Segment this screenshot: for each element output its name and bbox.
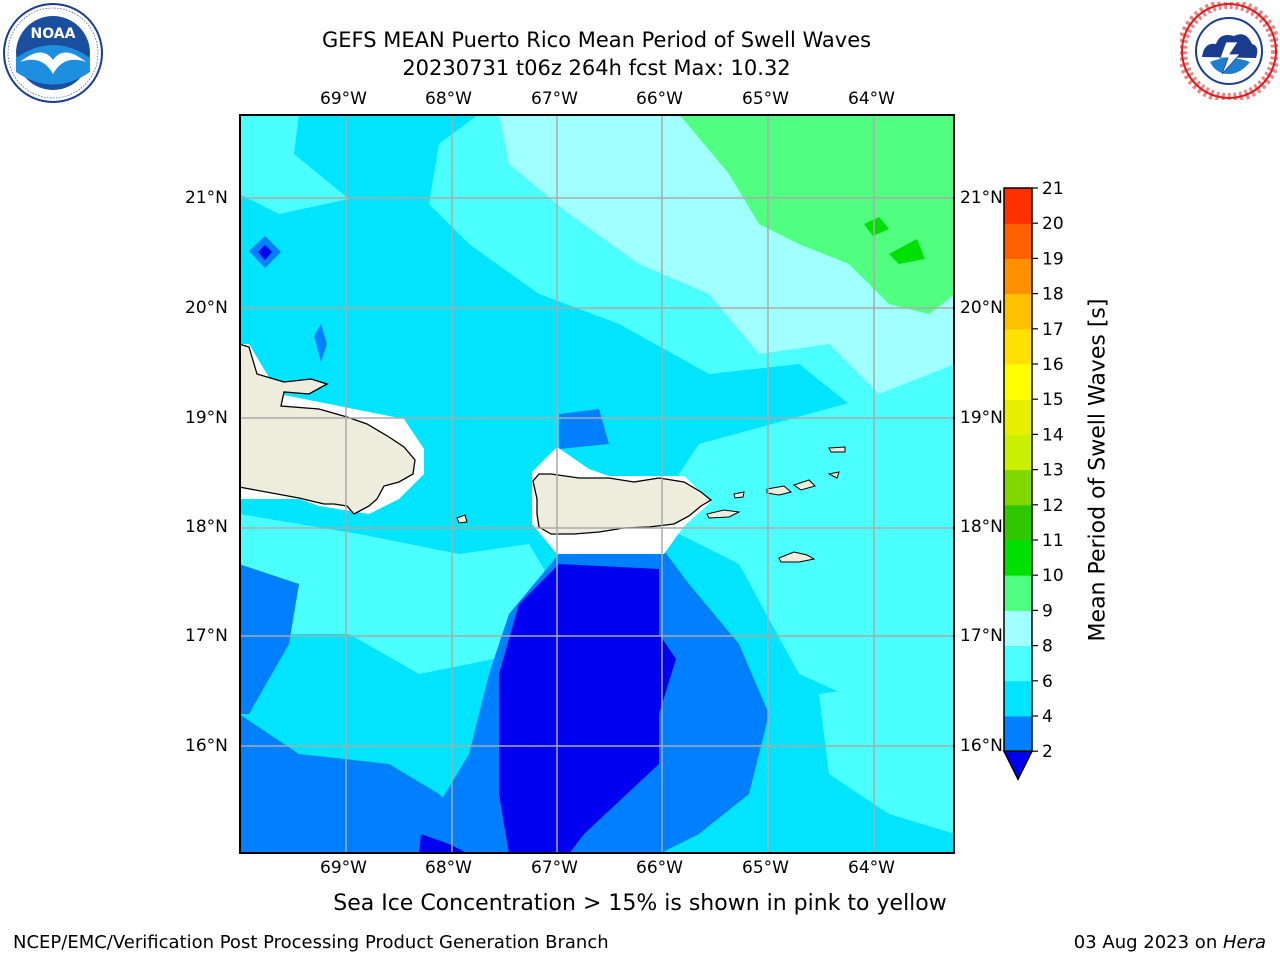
colorbar-segment-2-4 (1004, 716, 1032, 752)
colorbar-tick-label-9: 9 (1042, 601, 1053, 621)
colorbar-extend-min (1002, 750, 1034, 781)
swell-zone-under-2-nw (258, 245, 272, 260)
colorbar-tick-label-20: 20 (1042, 214, 1064, 234)
colorbar-segment-11-12 (1004, 504, 1032, 541)
colorbar-segment-16-17 (1004, 328, 1032, 365)
lat-label-left-19n: 19°N (185, 408, 228, 428)
colorbar-segment-17-18 (1004, 293, 1032, 330)
colorbar-segment-20-21 (1004, 188, 1032, 224)
lon-label-top-67w: 67°W (531, 89, 578, 109)
colorbar-tick-label-17: 17 (1042, 320, 1064, 340)
swell-zone-6-8-e (679, 374, 955, 714)
lon-label-top-66w: 66°W (636, 89, 683, 109)
colorbar-tick-label-2: 2 (1042, 742, 1053, 762)
footer-date: 03 Aug 2023 on Hera (1074, 932, 1266, 953)
swell-zone-10-11-a (889, 239, 925, 264)
colorbar-tick-label-10: 10 (1042, 566, 1064, 586)
lat-label-right-19n: 19°N (960, 408, 1003, 428)
colorbar-tick-label-11: 11 (1042, 531, 1064, 551)
land-culebra (733, 491, 745, 499)
sea-ice-note: Sea Ice Concentration > 15% is shown in … (0, 891, 1280, 916)
land-st-thomas (766, 485, 793, 496)
swell-zone-6-8-sw (239, 514, 559, 674)
lon-label-bottom-67w: 67°W (531, 858, 578, 878)
lon-label-top-64w: 64°W (848, 89, 895, 109)
colorbar-segment-6-8 (1004, 645, 1032, 682)
lat-label-left-16n: 16°N (185, 736, 228, 756)
lat-label-left-18n: 18°N (185, 517, 228, 537)
colorbar-segment-4-6 (1004, 680, 1032, 717)
land-hispaniola (238, 343, 416, 515)
land-sombrero (828, 446, 846, 453)
nws-logo (1177, 0, 1280, 103)
colorbar-tick-label-19: 19 (1042, 249, 1064, 269)
land-st-croix (778, 551, 816, 563)
map-gridlines (239, 114, 955, 854)
lon-label-bottom-66w: 66°W (636, 858, 683, 878)
map-svg (238, 114, 955, 854)
lat-label-right-17n: 17°N (960, 626, 1003, 646)
swell-zone-under-2-c (419, 834, 469, 854)
colorbar-svg: 2 4 6 8 9 10 11 12 13 14 15 16 17 18 19 20 21 (1002, 179, 1064, 781)
swell-zone-2-4-mona (559, 409, 609, 449)
lat-label-left-21n: 21°N (185, 188, 228, 208)
colorbar-segment-12-13 (1004, 469, 1032, 506)
footer-credit: NCEP/EMC/Verification Post Processing Pr… (13, 932, 609, 953)
colorbar-segment-8-9 (1004, 610, 1032, 647)
map-panel (238, 114, 955, 854)
colorbar-label: Mean Period of Swell Waves [s] (1085, 298, 1111, 642)
land-tortola (792, 479, 816, 491)
colorbar-tick-label-15: 15 (1042, 390, 1064, 410)
swell-zone-2-4-north (314, 324, 327, 362)
noaa-logo-text: NOAA (31, 26, 76, 42)
swell-zone-6-8-se (819, 674, 955, 834)
lon-label-top-68w: 68°W (425, 89, 472, 109)
colorbar-segment-10-11 (1004, 540, 1032, 576)
land-anegada (827, 471, 840, 479)
colorbar-tick-label-13: 13 (1042, 461, 1064, 481)
lat-label-right-16n: 16°N (960, 736, 1003, 756)
lat-label-left-17n: 17°N (185, 626, 228, 646)
lon-label-bottom-69w: 69°W (320, 858, 367, 878)
colorbar-segment-9-10 (1004, 575, 1032, 611)
colorbar-segment-18-19 (1004, 258, 1032, 295)
footer-machine: Hera (1222, 932, 1266, 953)
swell-zone-6-8-nw (239, 114, 349, 214)
swell-zone-under-2-b (514, 762, 539, 786)
lat-label-right-21n: 21°N (960, 188, 1003, 208)
lat-label-right-18n: 18°N (960, 517, 1003, 537)
colorbar-segment-13-14 (1004, 434, 1032, 471)
lon-label-top-69w: 69°W (320, 89, 367, 109)
colorbar-segment-19-20 (1004, 223, 1032, 259)
swell-zone-10-11-b (864, 217, 889, 236)
lat-label-left-20n: 20°N (185, 298, 228, 318)
colorbar: 2 4 6 8 9 10 11 12 13 14 15 16 17 18 19 20 21 (996, 179, 1066, 790)
lat-label-right-20n: 20°N (960, 298, 1003, 318)
lon-label-top-65w: 65°W (742, 89, 789, 109)
colorbar-tick-label-6: 6 (1042, 672, 1053, 692)
sea-ice-note-text: Sea Ice Concentration > 15% is shown in … (333, 891, 947, 916)
colorbar-segment-14-15 (1004, 399, 1032, 435)
colorbar-tick-label-16: 16 (1042, 355, 1064, 375)
chart-title-line2: 20230731 t06z 264h fcst Max: 10.32 (402, 56, 791, 80)
land-puerto-rico (532, 473, 713, 535)
swell-zone-2-4-w (239, 564, 299, 714)
colorbar-tick-label-4: 4 (1042, 707, 1053, 727)
colorbar-segment-15-16 (1004, 364, 1032, 400)
chart-title-line1: GEFS MEAN Puerto Rico Mean Period of Swe… (321, 28, 872, 52)
lon-label-bottom-64w: 64°W (848, 858, 895, 878)
land-mona-island (456, 514, 468, 524)
noaa-logo: NOAA (2, 2, 104, 104)
colorbar-tick-label-8: 8 (1042, 637, 1053, 657)
colorbar-tick-label-12: 12 (1042, 496, 1064, 516)
land-vieques (706, 509, 741, 519)
footer-date-text: 03 Aug 2023 on (1073, 932, 1223, 953)
colorbar-tick-label-18: 18 (1042, 285, 1064, 305)
colorbar-tick-label-14: 14 (1042, 425, 1064, 445)
colorbar-tick-label-21: 21 (1042, 180, 1064, 199)
lon-label-bottom-68w: 68°W (425, 858, 472, 878)
lon-label-bottom-65w: 65°W (742, 858, 789, 878)
map-frame (239, 114, 955, 854)
swell-zone-9-10 (679, 114, 955, 314)
